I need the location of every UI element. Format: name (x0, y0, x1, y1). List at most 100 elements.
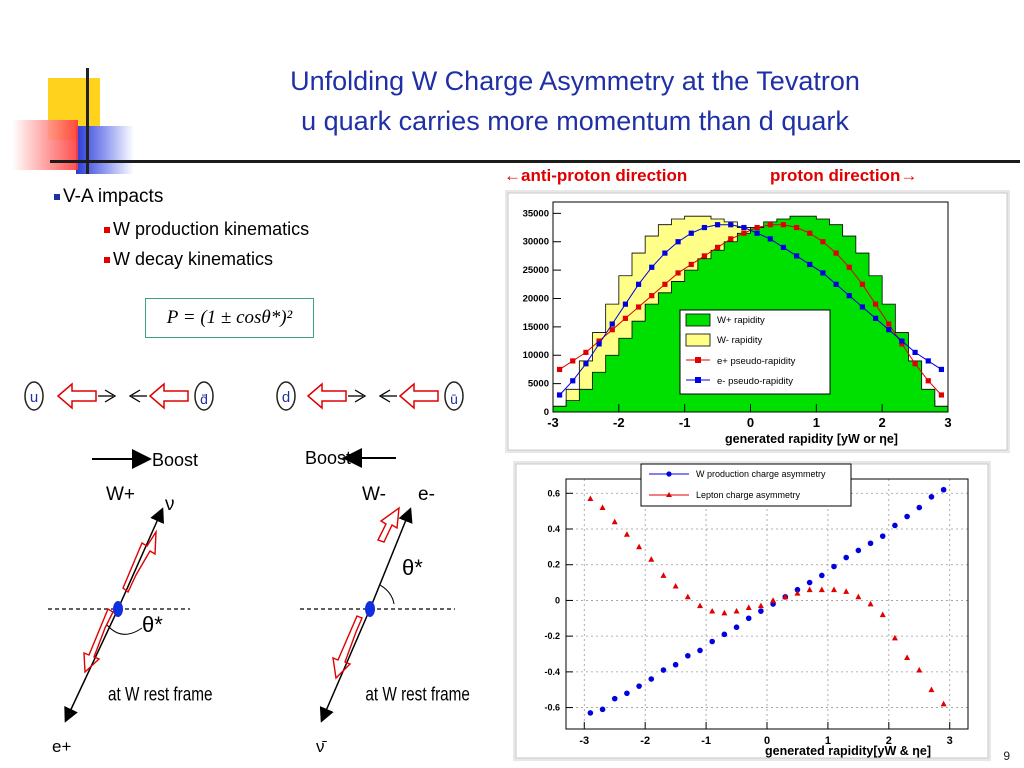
theta-star-label: θ* (402, 555, 423, 580)
data-point-eplus (688, 261, 694, 268)
data-point-lepton-asymmetry (611, 518, 618, 525)
data-point-w-asymmetry (843, 554, 849, 561)
x-axis-label: generated rapidity[yW & ηe] (765, 744, 931, 758)
legend-marker-eplus (695, 357, 701, 363)
rest-frame-label: at W rest frame (108, 683, 213, 705)
electron-label: e- (418, 484, 435, 505)
y-tick-label: -0.6 (544, 703, 560, 713)
data-point-eplus (701, 253, 708, 259)
data-point-eminus (938, 366, 945, 373)
data-point-w-asymmetry (855, 547, 862, 554)
bullet-text: W decay kinematics (113, 249, 274, 269)
data-point-w-asymmetry (745, 615, 752, 622)
data-point-w-asymmetry (904, 513, 910, 520)
data-point-w-asymmetry (806, 579, 813, 586)
data-point-w-asymmetry (940, 486, 947, 493)
data-point-eminus (807, 261, 813, 268)
x-tick-label: -1 (679, 415, 691, 430)
data-point-eplus (793, 224, 800, 231)
w-label: W+ (106, 484, 135, 505)
data-point-eplus (596, 338, 602, 344)
antineutrino-label: ν̄ (316, 737, 328, 756)
spin-arrow-icon (332, 615, 363, 680)
data-point-lepton-asymmetry (928, 686, 935, 693)
legend-swatch-wplus (685, 313, 711, 327)
positron-label: e+ (52, 737, 71, 756)
y-tick-label: 25000 (523, 265, 549, 276)
data-point-lepton-asymmetry (831, 586, 837, 593)
data-point-w-asymmetry (758, 608, 764, 614)
data-point-eminus (609, 321, 615, 327)
red-arrow-left-icon (148, 382, 189, 410)
antiproton-direction-label: ←anti-proton direction (504, 166, 688, 185)
y-tick-label: 35000 (523, 208, 549, 219)
data-point-eplus (649, 293, 655, 299)
data-point-eplus (556, 366, 563, 373)
w-vertex (113, 601, 123, 617)
data-point-w-asymmetry (709, 638, 715, 645)
rest-frame-label: at W rest frame (365, 683, 470, 705)
data-point-eminus (701, 224, 708, 231)
data-point-lepton-asymmetry (648, 556, 655, 562)
data-point-w-asymmetry (928, 494, 935, 500)
y-tick-label: 0 (555, 595, 560, 605)
data-point-w-asymmetry (794, 586, 801, 593)
data-point-lepton-asymmetry (709, 607, 716, 614)
axes: -3 -2 -1 0 1 2 3 0 5000 10000 15000 20000 25000 30000… (523, 201, 952, 430)
data-point-lepton-asymmetry (660, 572, 667, 578)
data-point-w-asymmetry (611, 695, 618, 702)
data-point-eplus (833, 250, 839, 256)
data-point-w-asymmetry (624, 690, 630, 697)
proton-direction-label: proton direction→ (770, 166, 918, 185)
y-tick-label: 0.2 (547, 560, 560, 570)
data-point-eminus (596, 341, 602, 347)
data-point-lepton-asymmetry (599, 504, 606, 510)
boost-label: Boost (305, 448, 351, 468)
w-label: W- (362, 484, 386, 505)
angular-formula: P = (1 ± cosθ*)² (145, 298, 314, 338)
data-point-lepton-asymmetry (940, 700, 947, 707)
legend-label-eminus: e- pseudo-rapidity (717, 376, 793, 387)
data-point-w-asymmetry (672, 661, 679, 668)
data-point-eplus (675, 270, 681, 276)
data-point-eminus (925, 358, 931, 364)
data-point-eminus (820, 270, 826, 276)
data-point-eplus (728, 236, 734, 242)
data-point-lepton-asymmetry (867, 600, 874, 607)
legend-label-wplus: W+ rapidity (717, 315, 765, 326)
sub-bullet-production: W production kinematics (104, 219, 309, 240)
red-arrow-left-icon (306, 382, 347, 410)
y-tick-label: 0.6 (547, 488, 560, 498)
data-point-eminus (833, 281, 839, 287)
antiquark-label: d̄ (200, 391, 208, 407)
data-point-eplus (767, 222, 773, 228)
data-point-lepton-asymmetry (697, 602, 703, 609)
data-point-w-asymmetry (819, 572, 825, 579)
data-point-w-asymmetry (697, 647, 703, 654)
data-point-eplus (662, 281, 668, 287)
spin-arrow-icon (377, 506, 400, 543)
page-number: 9 (1003, 749, 1010, 763)
data-point-lepton-asymmetry (855, 593, 862, 600)
data-point-eplus (846, 264, 852, 270)
data-point-eminus (714, 222, 721, 228)
x-tick-label: 3 (947, 735, 953, 747)
data-point-eminus (622, 301, 629, 307)
data-point-w-asymmetry (733, 624, 740, 631)
x-tick-label: 0 (764, 735, 770, 747)
data-point-eplus (570, 358, 576, 364)
x-axis-label: generated rapidity [yW or ηe] (725, 432, 898, 446)
data-point-lepton-asymmetry (745, 604, 752, 610)
data-point-lepton-asymmetry (782, 593, 789, 600)
theta-star-label: θ* (142, 612, 163, 637)
x-tick-label: -2 (640, 735, 650, 747)
data-point-eminus (583, 361, 589, 367)
right-w-minus-panel: d ū Boost W- e- θ* at W rest frame ν̄ (276, 381, 470, 756)
legend-label-wminus: W- rapidity (717, 335, 762, 346)
data-point-eplus (912, 361, 918, 367)
data-point-eminus (662, 250, 668, 256)
data-point-lepton-asymmetry (843, 588, 850, 594)
data-point-eplus (583, 349, 589, 356)
data-point-eplus (820, 239, 826, 245)
data-point-eminus (899, 338, 905, 344)
